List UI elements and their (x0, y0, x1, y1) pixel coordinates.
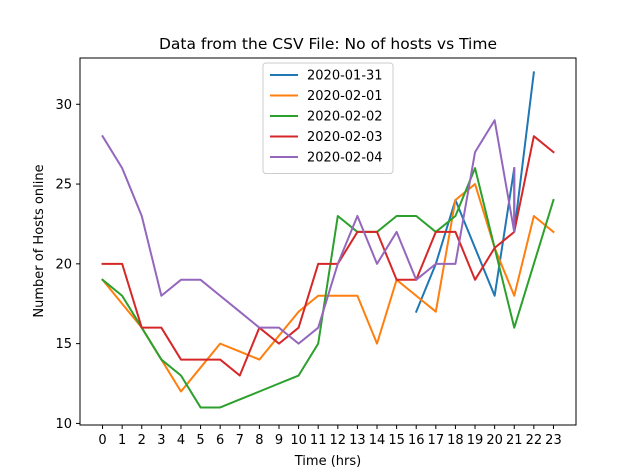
x-tick-label: 22 (526, 433, 543, 448)
series-line-2020-02-04 (101, 119, 516, 345)
x-tick-label: 0 (98, 433, 106, 448)
legend-label: 2020-01-31 (307, 69, 383, 84)
y-axis-label: Number of Hosts online (32, 164, 47, 317)
x-tick-label: 18 (447, 433, 464, 448)
axis-ticks: 0 1 2 3 4 5 6 7 8 9 10 11 12 13 14 15 16 17 18 19 20 21 22 2310… (55, 98, 561, 448)
x-tick-label: 1 (118, 433, 126, 448)
legend: 2020-01-31 2020-02-01 2020-02-02 2020-02-03… (262, 62, 394, 174)
x-tick-label: 20 (486, 433, 503, 448)
y-tick-label: 10 (55, 417, 72, 432)
x-tick-label: 14 (369, 433, 386, 448)
x-axis-label: Time (hrs) (294, 454, 361, 469)
y-tick-label: 30 (55, 98, 72, 113)
series-line-2020-02-02 (101, 167, 555, 409)
x-tick-label: 6 (216, 433, 224, 448)
x-tick-label: 4 (177, 433, 185, 448)
x-tick-label: 10 (290, 433, 307, 448)
y-tick-label: 20 (55, 257, 72, 272)
x-tick-label: 8 (255, 433, 263, 448)
x-tick-label: 17 (428, 433, 445, 448)
x-tick-label: 13 (349, 433, 366, 448)
x-tick-label: 23 (545, 433, 562, 448)
x-tick-label: 15 (388, 433, 405, 448)
series-line-2020-02-03 (101, 135, 555, 377)
legend-label: 2020-02-02 (307, 110, 383, 125)
x-tick-label: 16 (408, 433, 425, 448)
legend-label: 2020-02-04 (307, 151, 383, 166)
x-tick-label: 21 (506, 433, 523, 448)
legend-label: 2020-02-01 (307, 89, 383, 104)
x-tick-label: 11 (310, 433, 327, 448)
y-tick-label: 25 (55, 178, 72, 193)
legend-label: 2020-02-03 (307, 130, 383, 145)
x-tick-label: 19 (467, 433, 484, 448)
x-tick-label: 7 (236, 433, 244, 448)
x-tick-label: 5 (196, 433, 204, 448)
series-lines (101, 71, 555, 409)
chart-title: Data from the CSV File: No of hosts vs T… (159, 35, 497, 53)
legend-box (262, 62, 394, 174)
x-tick-label: 9 (275, 433, 283, 448)
x-tick-label: 3 (157, 433, 165, 448)
plot-frame (79, 57, 577, 426)
x-tick-label: 12 (330, 433, 347, 448)
y-tick-label: 15 (55, 337, 72, 352)
x-tick-label: 2 (138, 433, 146, 448)
